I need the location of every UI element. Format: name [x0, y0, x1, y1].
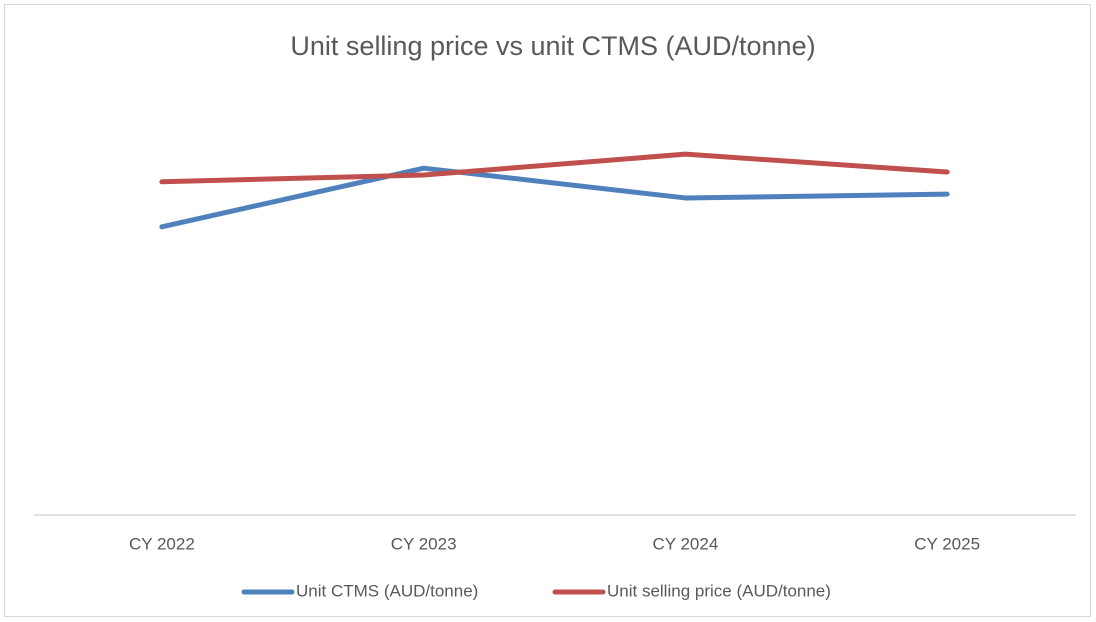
x-tick-label: CY 2025	[914, 534, 980, 553]
chart-title: Unit selling price vs unit CTMS (AUD/ton…	[290, 31, 815, 61]
series-line	[159, 151, 950, 185]
x-tick-label: CY 2023	[391, 534, 457, 553]
x-tick-label: CY 2024	[652, 534, 718, 553]
x-tick-label: CY 2022	[129, 534, 195, 553]
chart-border	[4, 4, 1091, 617]
legend-label: Unit selling price (AUD/tonne)	[607, 581, 831, 600]
series-line	[159, 165, 950, 230]
legend-label: Unit CTMS (AUD/tonne)	[296, 581, 478, 600]
